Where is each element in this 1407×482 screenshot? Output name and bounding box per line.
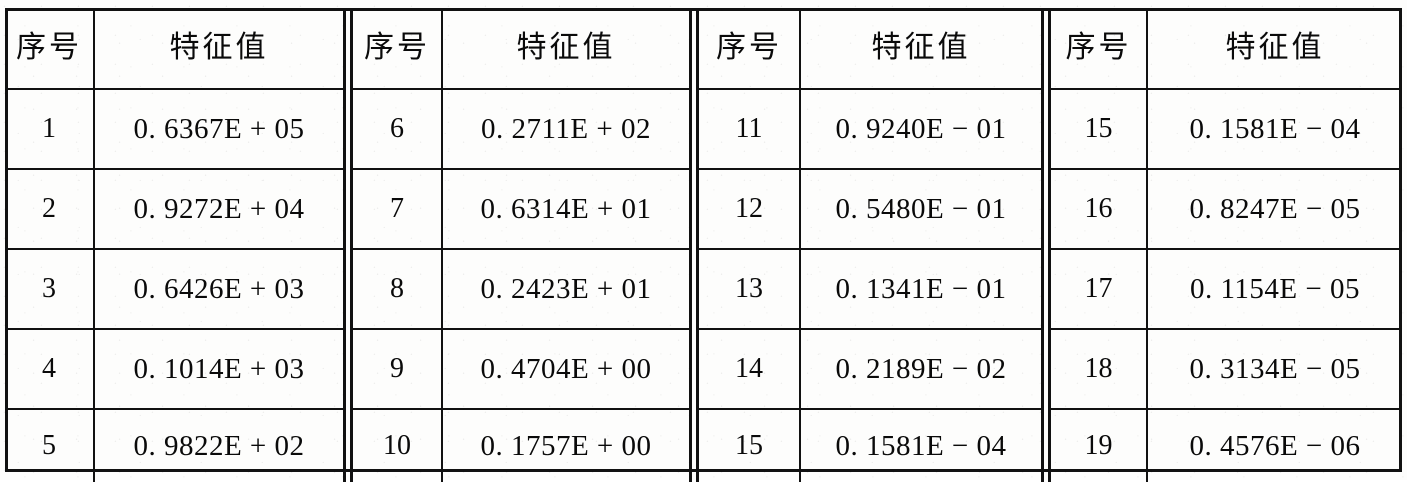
cell-value: 0. 1757E + 00 [441,408,689,482]
cell-index: 15 [699,408,799,482]
cell-index: 12 [699,168,799,248]
header-index-g1: 序号 [16,30,82,65]
header-value-g2: 特征值 [441,8,689,88]
table-row: 5 0. 9822E + 02 10 0. 1757E + 00 15 0. 1… [5,408,1402,482]
group-separator-3 [1041,88,1051,168]
group-separator-3 [1041,408,1051,482]
group-separator-2 [689,248,699,328]
cell-value: 0. 3134E − 05 [1146,328,1402,408]
group-separator-2 [689,8,699,88]
cell-index: 7 [353,168,441,248]
group-separator-1 [343,328,353,408]
group-separator-2 [689,168,699,248]
header-value-g3: 特征值 [799,8,1041,88]
cell-value: 0. 6314E + 01 [441,168,689,248]
cell-value: 0. 9240E − 01 [799,88,1041,168]
cell-index: 11 [699,88,799,168]
header-value-g1: 特征值 [93,8,343,88]
cell-index: 2 [5,168,93,248]
cell-index: 19 [1051,408,1146,482]
cell-value: 0. 2423E + 01 [441,248,689,328]
group-separator-3 [1041,328,1051,408]
group-separator-1 [343,248,353,328]
cell-value: 0. 6367E + 05 [93,88,343,168]
cell-index: 15 [1051,88,1146,168]
cell-value: 0. 2189E − 02 [799,328,1041,408]
cell-index: 14 [699,328,799,408]
group-separator-1 [343,88,353,168]
cell-value: 0. 9272E + 04 [93,168,343,248]
cell-value: 0. 9822E + 02 [93,408,343,482]
cell-value: 0. 1154E − 05 [1146,248,1402,328]
cell-index: 3 [5,248,93,328]
cell-value: 0. 1014E + 03 [93,328,343,408]
cell-value: 0. 2711E + 02 [441,88,689,168]
table-row: 4 0. 1014E + 03 9 0. 4704E + 00 14 0. 21… [5,328,1402,408]
table-row: 2 0. 9272E + 04 7 0. 6314E + 01 12 0. 54… [5,168,1402,248]
group-separator-2 [689,88,699,168]
group-separator-3 [1041,248,1051,328]
cell-value: 0. 6426E + 03 [93,248,343,328]
cell-value: 0. 4576E − 06 [1146,408,1402,482]
header-index-g3: 序号 [716,30,782,65]
cell-index: 8 [353,248,441,328]
group-separator-3 [1041,168,1051,248]
table-header-row: 序号 特征值 序号 特征值 序号 特征值 序号 特征值 [5,8,1402,88]
cell-index: 16 [1051,168,1146,248]
group-separator-2 [689,328,699,408]
group-separator-1 [343,8,353,88]
cell-index: 6 [353,88,441,168]
group-separator-2 [689,408,699,482]
cell-index: 10 [353,408,441,482]
header-index-g4: 序号 [1065,30,1132,65]
table-row: 3 0. 6426E + 03 8 0. 2423E + 01 13 0. 13… [5,248,1402,328]
table-row: 1 0. 6367E + 05 6 0. 2711E + 02 11 0. 92… [5,88,1402,168]
header-index-g2: 序号 [364,30,430,65]
cell-value: 0. 1581E − 04 [799,408,1041,482]
group-separator-3 [1041,8,1051,88]
cell-index: 4 [5,328,93,408]
cell-value: 0. 1581E − 04 [1146,88,1402,168]
cell-value: 0. 1341E − 01 [799,248,1041,328]
cell-index: 17 [1051,248,1146,328]
cell-index: 9 [353,328,441,408]
cell-value: 0. 8247E − 05 [1146,168,1402,248]
header-value-g4: 特征值 [1146,8,1402,88]
cell-index: 5 [5,408,93,482]
group-separator-1 [343,168,353,248]
cell-index: 1 [5,88,93,168]
eigenvalue-table: 序号 特征值 序号 特征值 序号 特征值 序号 特征值 1 0. 6367E +… [5,8,1402,482]
group-separator-1 [343,408,353,482]
cell-value: 0. 5480E − 01 [799,168,1041,248]
cell-index: 18 [1051,328,1146,408]
cell-value: 0. 4704E + 00 [441,328,689,408]
cell-index: 13 [699,248,799,328]
